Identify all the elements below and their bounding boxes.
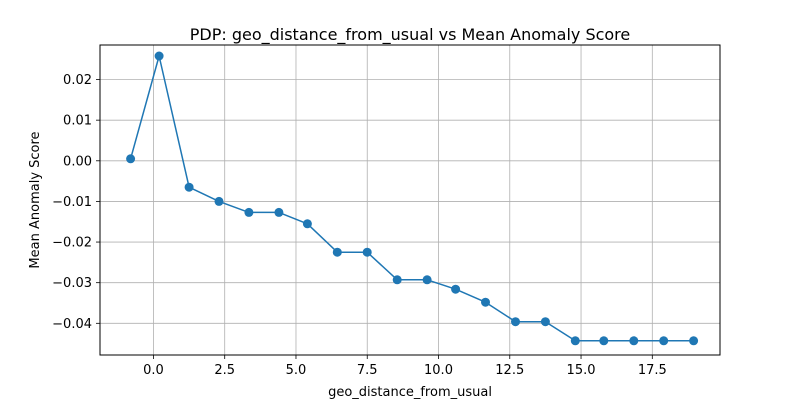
data-series	[126, 51, 699, 346]
data-point	[629, 336, 639, 346]
data-point	[244, 207, 254, 217]
data-point	[659, 336, 669, 346]
grid-lines	[100, 45, 720, 355]
data-point	[392, 275, 402, 285]
y-tick-label: −0.02	[52, 236, 92, 251]
series-line	[129, 55, 694, 342]
data-point	[184, 182, 194, 192]
x-tick-label: 10.0	[424, 363, 453, 378]
data-point	[302, 219, 312, 229]
y-tick-label: 0.01	[63, 114, 92, 129]
data-point	[511, 317, 520, 327]
plot-area	[100, 45, 720, 355]
x-tick-label: 0.0	[143, 363, 164, 378]
chart-title: PDP: geo_distance_from_usual vs Mean Ano…	[190, 25, 631, 45]
data-point	[214, 196, 224, 206]
data-point	[126, 154, 136, 164]
data-point	[422, 275, 432, 285]
y-tick-label: −0.01	[52, 195, 92, 210]
plot-frame	[99, 44, 721, 356]
data-point	[570, 336, 580, 346]
y-tick-label: −0.03	[52, 276, 92, 291]
data-point	[481, 297, 490, 307]
data-point	[451, 284, 461, 294]
x-tick-label: 12.5	[495, 363, 524, 378]
data-point	[689, 336, 699, 346]
x-axis-label: geo_distance_from_usual	[328, 385, 492, 400]
x-tick-label: 2.5	[214, 363, 235, 378]
x-tick-label: 5.0	[286, 363, 307, 378]
y-tick-label: 0.00	[63, 154, 92, 169]
x-tick-label: 17.5	[638, 363, 667, 378]
data-point	[540, 317, 550, 327]
y-tick-label: −0.04	[52, 317, 92, 332]
data-point	[362, 247, 372, 257]
data-point	[154, 51, 164, 61]
y-axis-label: Mean Anomaly Score	[28, 131, 43, 268]
x-axis-ticks: 0.0 2.5 5.0 7.5 10.0 12.5 15.0 17.5	[143, 355, 667, 378]
y-tick-label: 0.02	[63, 73, 92, 88]
data-point	[274, 207, 284, 217]
data-point	[599, 336, 609, 346]
x-tick-label: 15.0	[567, 363, 596, 378]
y-axis-ticks: 0.02 0.01 0.00 −0.01 −0.02 −0.03 −0.04	[52, 73, 100, 332]
x-tick-label: 7.5	[357, 363, 378, 378]
data-point	[332, 247, 342, 257]
